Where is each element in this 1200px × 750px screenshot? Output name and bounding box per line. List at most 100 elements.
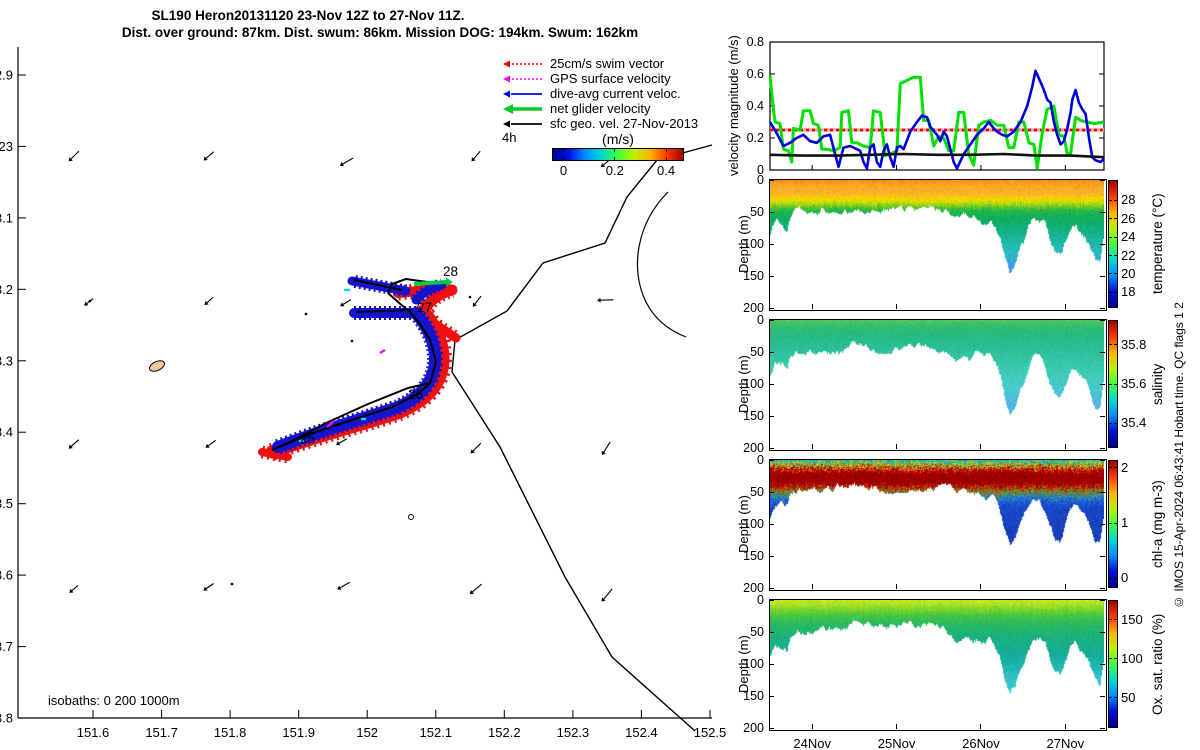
section-ylabel-oxygen: Depth (m) [736,635,751,693]
depth-tick-mark [769,307,774,309]
legend-entry-1: 25cm/s swim vector [502,56,664,71]
x-tick-label: 152.4 [625,725,658,740]
colorbar-tick-mark [665,148,667,152]
depth-tick-mark-right [1100,179,1105,181]
series-sfc geo. vel. [769,152,1105,159]
cbar-tick-mark [1114,344,1118,346]
depth-tick-mark [769,415,774,417]
depth-tick-mark [769,383,774,385]
geo-velocity-arrow [205,151,215,159]
time-tick-mark [1064,444,1066,449]
cbar-tick-mark [1114,658,1118,660]
geo-velocity-arrow [603,588,613,600]
x-tick-label: 151.8 [214,725,247,740]
geo-velocity-arrow [70,150,80,160]
colorbar-tick-label: 0.4 [657,163,676,178]
section-heatmap-salinity [770,320,1104,448]
geo-arrowhead [472,302,477,307]
cbar-tick-mark [1108,577,1112,579]
y-tick-label: -23 [0,139,13,154]
time-tick-mark [896,444,898,449]
depth-tick-label: 0 [757,313,764,327]
depth-tick-label: 150 [743,549,764,563]
depth-tick-label: 0 [757,593,764,607]
swim-vectors [427,317,461,343]
geo-arrowhead [203,156,208,161]
dive-avg-current-vectors [272,307,442,453]
time-tick-mark [896,584,898,589]
depth-tick-mark [769,211,774,213]
depth-tick-mark-right [1100,243,1105,245]
depth-tick-label: 100 [743,237,764,251]
dive-number-label: 28 [443,264,458,279]
geo-arrowhead [601,597,606,602]
y-tick-label: 23.4 [0,425,13,440]
legend-entry-2: GPS surface velocity [502,71,671,86]
legend-label: sfc geo. vel. 27-Nov-2013 [550,116,699,131]
cbar-tick-label: 24 [1121,229,1136,245]
section-heatmap-chl-a [770,460,1104,588]
depth-tick-mark-right [1100,447,1105,449]
depth-tick-mark [769,179,774,181]
depth-tick-mark [769,523,774,525]
cbar-tick-mark [1114,467,1118,469]
time-tick-mark [980,444,982,449]
velocity-ylabel: velocity magnitude (m/s) [726,35,741,177]
geo-arrowhead [204,300,209,306]
cbar-tick-label: 35.8 [1121,336,1147,352]
cbar-tick-mark [1108,255,1112,256]
y-tick-label: 23.3 [0,353,13,368]
legend-label: 25cm/s swim vector [550,56,665,71]
cbar-tick-mark [1108,619,1112,621]
colorbar-tick-mark [665,157,667,161]
geo-arrowhead [597,297,601,303]
depth-tick-mark-right [1100,695,1105,697]
legend-arrow-icon [503,120,542,127]
vel-y-tick-label: 0.2 [746,131,764,145]
swim-vectors [265,304,450,459]
section-ylabel-temperature: Depth (m) [736,215,751,273]
depth-tick-label: 100 [743,517,764,531]
cbar-tick-mark [1114,577,1118,579]
gps-surface-velocity-mark [379,349,386,354]
x-tick-label: 151.9 [282,725,315,740]
cbar-tick-mark [1114,273,1118,275]
geo-velocity-arrow [603,441,611,453]
cbar-tick-label: 35.6 [1121,376,1147,391]
dive-number-label: 26 [408,387,423,402]
x-tick-label: 152.1 [420,725,453,740]
geo-arrowhead [337,585,342,590]
vel-y-tick-label: 0.4 [746,99,764,113]
cbar-tick-label: 0 [1121,570,1129,586]
map-plot: 22.9 -23 23.1 23.2 23.3 23.4 23.5 23.6 23.7 23.8 1… [0,47,726,740]
colorbar-tick-mark [614,148,616,152]
depth-tick-mark [769,447,774,449]
velocity-colorbar [552,148,684,161]
time-tick-label: 24Nov [793,736,831,750]
cbar-tick-label: 18 [1121,284,1136,300]
depth-tick-mark-right [1100,307,1105,309]
depth-tick-mark-right [1100,523,1105,525]
net-glider-arrowhead [446,277,453,287]
cbar-tick-mark [1108,199,1112,201]
colorbar-oxygen [1108,600,1118,728]
depth-tick-mark-right [1100,663,1105,665]
legend-label: dive-avg current veloc. [550,86,681,101]
geo-velocity-arrow [86,298,94,304]
time-tick-mark [1064,584,1066,589]
dive-avg-current-vectors [411,280,447,305]
isobaths-label: isobaths: 0 200 1000m [48,693,180,708]
depth-tick-mark-right [1100,599,1105,601]
reef-contour [636,191,687,338]
cbar-tick-mark [1114,619,1118,621]
geo-arrowhead [68,157,73,162]
reef-speck [350,339,354,343]
colorbar-tick-mark [614,157,616,161]
depth-tick-mark-right [1100,351,1105,353]
cbar-tick-mark [1114,255,1118,256]
x-tick-label: 152 [356,725,378,740]
cbar-tick-mark [1108,658,1112,660]
velocity-plot [769,41,1105,171]
cbar-tick-mark [1114,422,1118,424]
cbar-tick-mark [1108,273,1112,275]
